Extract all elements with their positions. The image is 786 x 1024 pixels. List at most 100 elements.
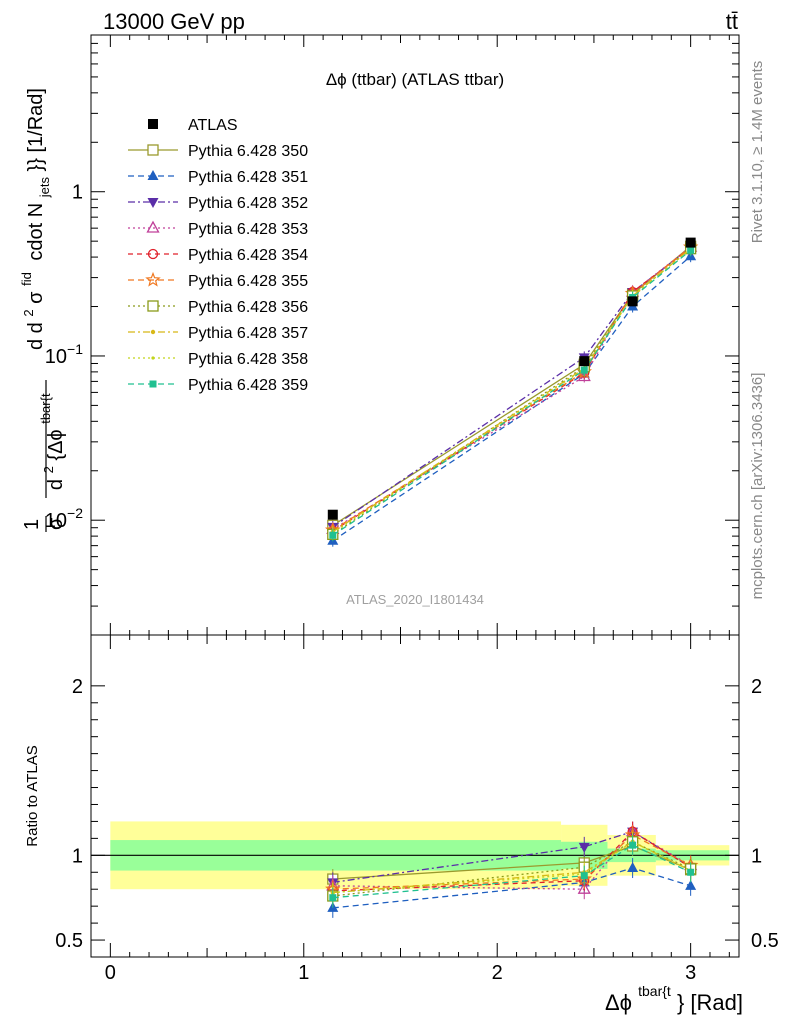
legend-label: Pythia 6.428 356 [188, 299, 308, 316]
x-tick-label: 1 [298, 962, 309, 984]
legend-marker [145, 271, 161, 287]
ratio-y-tick-label-right: 1 [751, 845, 762, 867]
legend-marker [146, 220, 160, 233]
legend: ATLAS Pythia 6.428 350 Pythia 6.428 351 Pyt… [128, 117, 308, 394]
series-point [577, 369, 591, 382]
legend-marker [149, 380, 157, 388]
legend-item-350: Pythia 6.428 350 [128, 143, 308, 160]
legend-item-354: Pythia 6.428 354 [128, 247, 308, 264]
x-tick-label: 2 [492, 962, 503, 984]
ratio-point [629, 841, 637, 849]
legend-label: Pythia 6.428 354 [188, 247, 308, 264]
ratio-line [332, 867, 691, 909]
y-tick-base: 1 [72, 182, 83, 204]
series-point [329, 531, 337, 539]
main-y-ticks: 10−210−11 [45, 34, 739, 636]
y-tick-exponent: −2 [67, 505, 83, 521]
series-351 [327, 250, 697, 547]
svg-text:σ d 2: σ d 2 {Δϕ tbar{t [36, 393, 67, 530]
y-tick-label: 1 [72, 182, 83, 204]
data-point [685, 237, 696, 248]
ratio-line [332, 841, 691, 894]
series-350 [327, 240, 697, 532]
legend-label: Pythia 6.428 351 [188, 169, 308, 186]
legend-marker [151, 356, 155, 360]
legend-marker [147, 300, 159, 312]
legend-marker [150, 329, 156, 335]
energy-label: 13000 GeV pp [103, 9, 245, 34]
legend-item-atlas: ATLAS [148, 117, 238, 134]
series-point [580, 366, 588, 374]
atlas-data [327, 237, 696, 520]
legend-label: ATLAS [188, 117, 238, 134]
series-352 [327, 241, 697, 533]
ratio-y-tick-label: 1 [72, 845, 83, 867]
ratio-point [577, 881, 591, 894]
y-tick-base: 10 [45, 510, 67, 532]
process-label: tt̄ [726, 9, 738, 34]
ratio-line [332, 830, 691, 890]
series-line [332, 255, 692, 542]
ratio-ticks: 0.5 0.5 1 1 2 2 0 1 2 3 [55, 635, 779, 984]
data-point [627, 296, 638, 307]
ratio-y-tick-label-right: 0.5 [751, 930, 779, 952]
legend-label: Pythia 6.428 357 [188, 325, 308, 342]
legend-item-358: Pythia 6.428 358 [128, 351, 308, 368]
svg-text:d d 2: d d 2 σ fid cdot N jets }} [1/Rad] [14, 88, 54, 350]
ratio-line [332, 841, 691, 897]
legend-item-351: Pythia 6.428 351 [128, 169, 308, 186]
x-axis-label: Δϕ tbar{t } [Rad] [605, 976, 743, 1015]
ratio-series-359 [329, 835, 695, 908]
legend-label: Pythia 6.428 353 [188, 221, 308, 238]
legend-item-357: Pythia 6.428 357 [128, 325, 308, 342]
ratio-line [332, 841, 691, 894]
legend-item-356: Pythia 6.428 356 [128, 299, 308, 316]
legend-marker [147, 198, 159, 208]
ratio-point [685, 879, 697, 890]
legend-item-353: Pythia 6.428 353 [128, 220, 308, 238]
ratio-point [580, 872, 588, 880]
x-tick-label: 0 [105, 962, 116, 984]
y-tick-exponent: −1 [67, 341, 83, 357]
series-line [332, 246, 692, 531]
legend-item-355: Pythia 6.428 355 [128, 271, 308, 290]
ratio-y-tick-label: 2 [72, 676, 83, 698]
series-line [332, 249, 692, 536]
main-panel: 10−210−11 Δϕ (ttbar) (ATLAS ttbar) ATLAS… [14, 34, 740, 636]
ratio-y-tick-label: 0.5 [55, 930, 83, 952]
legend-label: Pythia 6.428 352 [188, 195, 308, 212]
ratio-point [578, 842, 590, 853]
legend-label: Pythia 6.428 350 [188, 143, 308, 160]
ratio-frame [90, 634, 740, 958]
ratio-point [627, 862, 639, 873]
ratio-y-tick-label-right: 2 [751, 676, 762, 698]
legend-item-352: Pythia 6.428 352 [128, 195, 308, 212]
x-tick-label: 3 [685, 962, 696, 984]
y-tick-base: 10 [45, 346, 67, 368]
plot-title: Δϕ (ttbar) (ATLAS ttbar) [326, 70, 504, 89]
series-point [687, 246, 695, 254]
analysis-watermark: ATLAS_2020_I1801434 [346, 592, 484, 607]
y-tick-label: 10−2 [45, 505, 83, 532]
ratio-point [687, 868, 695, 876]
legend-marker [147, 248, 159, 260]
legend-item-359: Pythia 6.428 359 [128, 377, 308, 394]
main-y-axis-label: d d 2 σ fid cdot N jets }} [1/Rad] σ d 2… [14, 88, 67, 532]
data-point [327, 509, 338, 520]
legend-label: Pythia 6.428 359 [188, 377, 308, 394]
mcplots-label: mcplots.cern.ch [arXiv:1306.3436] [749, 373, 766, 600]
legend-marker [148, 119, 158, 129]
ratio-point [329, 894, 337, 902]
svg-text:1: 1 [21, 519, 43, 530]
legend-label: Pythia 6.428 358 [188, 351, 308, 368]
ratio-panel: 0.5 0.5 1 1 2 2 0 1 2 3 Ratio to ATLAS [24, 634, 779, 984]
ratio-line [332, 844, 691, 899]
rivet-label: Rivet 3.1.10, ≥ 1.4M events [749, 61, 766, 244]
data-point [579, 356, 590, 367]
legend-marker [147, 144, 159, 156]
ratio-y-axis-label: Ratio to ATLAS [24, 745, 41, 846]
legend-label: Pythia 6.428 355 [188, 273, 308, 290]
y-tick-label: 10−1 [45, 341, 83, 368]
legend-marker [147, 170, 159, 180]
